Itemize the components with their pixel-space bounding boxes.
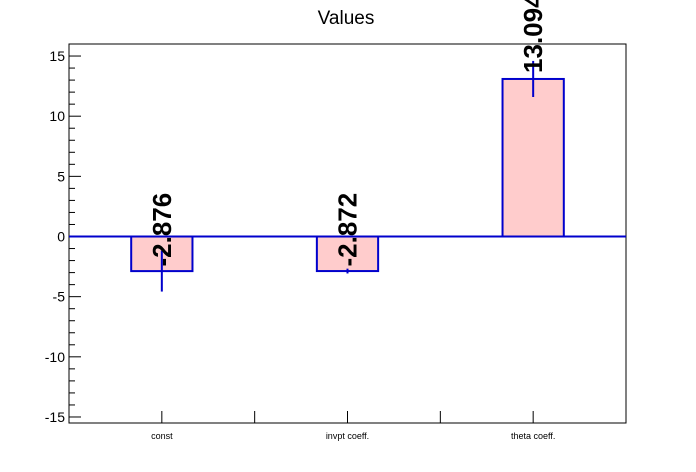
bar-value-label: 13.094 xyxy=(518,0,548,73)
bar-series xyxy=(69,60,626,292)
x-tick-label: invpt coeff. xyxy=(326,431,369,441)
bar-value-label: -2.876 xyxy=(147,193,177,267)
data-labels: -2.876 -2.872 13.094 xyxy=(147,0,548,267)
chart-title: Values xyxy=(318,8,375,29)
bar-value-label: -2.872 xyxy=(333,193,363,267)
x-tick-label: theta coeff. xyxy=(511,431,555,441)
y-tick-label: 0 xyxy=(57,229,65,245)
bar xyxy=(501,77,565,238)
y-tick-label: -5 xyxy=(53,289,66,305)
y-axis: -15 -10 -5 0 5 10 15 xyxy=(45,43,81,425)
y-tick-label: 10 xyxy=(49,108,65,124)
x-axis: const invpt coeff. theta coeff. xyxy=(151,411,555,441)
y-tick-label: 15 xyxy=(49,48,65,64)
bar xyxy=(315,235,380,273)
y-tick-label: -15 xyxy=(45,409,65,425)
y-tick-label: -10 xyxy=(45,349,65,365)
y-tick-label: 5 xyxy=(57,168,65,184)
x-tick-label: const xyxy=(151,431,173,441)
